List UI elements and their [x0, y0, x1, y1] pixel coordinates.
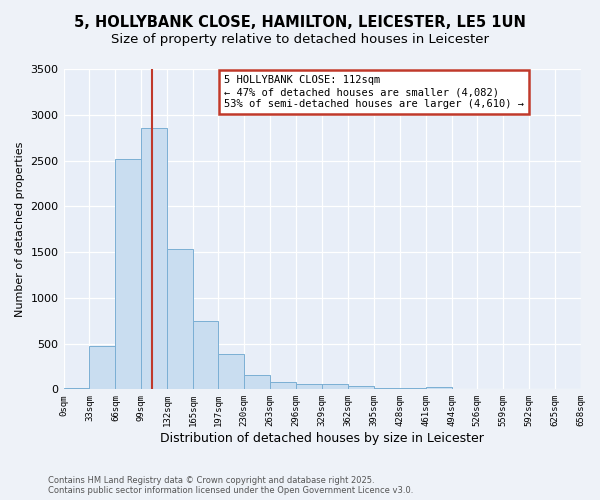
Bar — [296, 384, 322, 390]
Bar — [400, 388, 426, 390]
Text: Contains HM Land Registry data © Crown copyright and database right 2025.
Contai: Contains HM Land Registry data © Crown c… — [48, 476, 413, 495]
Bar — [218, 354, 244, 390]
Bar — [89, 346, 115, 390]
Y-axis label: Number of detached properties: Number of detached properties — [15, 142, 25, 317]
Bar — [193, 320, 218, 390]
Text: Size of property relative to detached houses in Leicester: Size of property relative to detached ho… — [111, 32, 489, 46]
Bar — [115, 158, 142, 390]
Bar — [374, 388, 400, 390]
Bar — [426, 386, 452, 390]
Text: 5 HOLLYBANK CLOSE: 112sqm
← 47% of detached houses are smaller (4,082)
53% of se: 5 HOLLYBANK CLOSE: 112sqm ← 47% of detac… — [224, 76, 524, 108]
Bar — [348, 386, 374, 390]
Bar — [244, 375, 270, 390]
Bar — [64, 388, 89, 390]
Bar — [270, 382, 296, 390]
Text: 5, HOLLYBANK CLOSE, HAMILTON, LEICESTER, LE5 1UN: 5, HOLLYBANK CLOSE, HAMILTON, LEICESTER,… — [74, 15, 526, 30]
Bar — [167, 250, 193, 390]
Bar — [322, 384, 348, 390]
Bar — [142, 128, 167, 390]
X-axis label: Distribution of detached houses by size in Leicester: Distribution of detached houses by size … — [160, 432, 484, 445]
